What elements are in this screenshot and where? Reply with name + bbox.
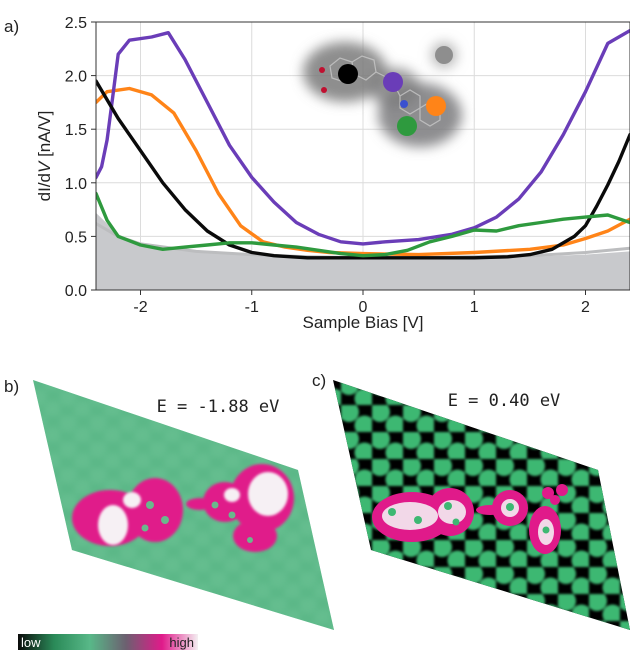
panel-label-a: a): [4, 17, 19, 36]
y-axis-label-part-2: V: [35, 160, 54, 173]
background-spectrum-fill: [96, 212, 630, 290]
molecule-inset: [303, 42, 462, 147]
grey-atom: [435, 46, 453, 64]
colorbar: [18, 634, 198, 650]
spectra-series: [96, 28, 630, 260]
y-tick-label-4: 2.0: [65, 69, 87, 86]
y-axis: 0.0 0.5 1.0 1.5 2.0 2.5: [65, 15, 96, 300]
y-tick-label-5: 2.5: [65, 15, 87, 32]
series-line-2: [96, 28, 630, 246]
x-tick-label-4: 2: [581, 299, 590, 316]
x-tick-label-2: 0: [359, 299, 368, 316]
x-axis-label: Sample Bias [V]: [303, 313, 424, 332]
map-b-molecule-density: [72, 464, 294, 552]
y-axis-label-part-3: [nA/V]: [35, 111, 54, 162]
x-tick-label-0: -2: [133, 299, 147, 316]
x-tick-label-1: -1: [245, 299, 259, 316]
colorbar-low-label: low: [21, 635, 41, 650]
plot-area: [95, 21, 630, 291]
energy-label-b: E = -1.88 eV: [157, 397, 280, 417]
x-axis: -2 -1 0 1 2: [133, 290, 590, 316]
map-c-molecule-density: [372, 484, 568, 554]
panel-label-c: c): [312, 371, 326, 390]
y-axis-label-part-1: dI/d: [35, 173, 54, 201]
y-tick-label-0: 0.0: [65, 283, 87, 300]
purple-atom: [383, 72, 403, 92]
energy-label-c: E = 0.40 eV: [448, 391, 561, 411]
black-atom: [338, 64, 358, 84]
colorbar-high-label: high: [169, 635, 194, 650]
x-tick-label-3: 1: [470, 299, 479, 316]
y-tick-label-2: 1.0: [65, 176, 87, 193]
y-tick-label-3: 1.5: [65, 122, 87, 139]
red-atom-1: [319, 67, 325, 73]
blue-atom: [400, 100, 408, 108]
y-axis-label: dI/dV [nA/V]: [35, 111, 54, 202]
orange-atom: [426, 96, 446, 116]
y-tick-label-1: 0.5: [65, 229, 87, 246]
green-atom: [397, 116, 417, 136]
red-atom-2: [321, 87, 327, 93]
panel-label-b: b): [4, 377, 19, 396]
series-line-4: [96, 191, 630, 258]
